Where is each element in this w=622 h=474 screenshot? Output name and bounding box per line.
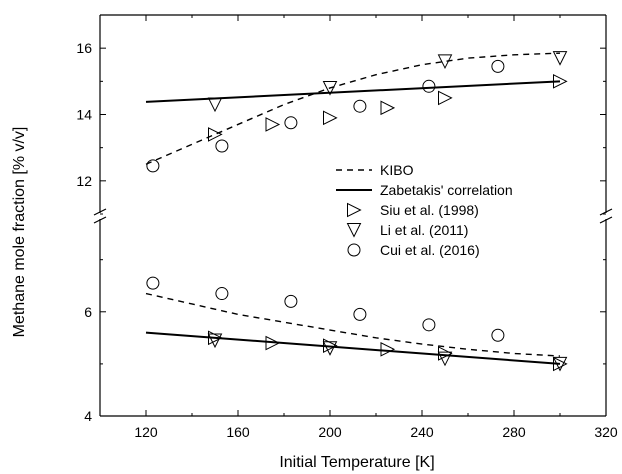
legend-label: Zabetakis' correlation (380, 182, 513, 198)
legend-swatch-marker (347, 243, 361, 257)
li-et-al-2011-point-upper (322, 80, 338, 96)
legend-label: Li et al. (2011) (380, 222, 468, 238)
siu-et-al-1998-point-upper (380, 100, 396, 116)
legend-swatch-marker (347, 202, 362, 218)
x-tick-label: 280 (502, 424, 526, 440)
siu-et-al-1998-point-lower (208, 330, 223, 346)
axis-break-right (599, 216, 613, 224)
legend-label: Cui et al. (2016) (380, 242, 480, 258)
axis-break-left (93, 208, 107, 216)
siu-et-al-1998-point-upper (553, 74, 568, 89)
plot-area: 120 160 200 240 280 320 12 14 16 4 6 (76, 14, 618, 440)
legend-entry: Cui et al. (2016) (347, 242, 480, 258)
cui-et-al-2016-point-upper (146, 159, 160, 173)
y-tick-label: 6 (84, 304, 92, 320)
x-tick-label: 200 (318, 424, 342, 440)
li-et-al-2011-point-upper (207, 97, 223, 113)
cui-et-al-2016-point-lower (146, 276, 160, 290)
cui-et-al-2016-point-lower (215, 287, 229, 301)
axis-break-right (599, 208, 613, 216)
legend-label: KIBO (380, 162, 414, 178)
legend-entry: Siu et al. (1998) (347, 202, 479, 218)
legend-entry: Zabetakis' correlation (336, 182, 513, 198)
cui-et-al-2016-point-lower (422, 318, 436, 332)
legend-entry: KIBO (336, 162, 414, 178)
cui-et-al-2016-point-upper (422, 79, 436, 93)
kibo-line-lower (145, 292, 561, 357)
li-et-al-2011-point-upper (552, 51, 568, 66)
y-axis-title: Methane mole fraction [% v/v] (11, 127, 28, 338)
siu-et-al-1998-point-lower (380, 341, 396, 357)
axis-break-left (93, 216, 107, 224)
siu-et-al-1998-point-lower (265, 335, 281, 351)
x-axis-title: Initial Temperature [K] (279, 454, 434, 471)
legend: KIBO Zabetakis' correlation Siu et al. (19… (336, 162, 513, 258)
y-tick-label: 14 (76, 107, 92, 123)
cui-et-al-2016-point-upper (284, 116, 298, 130)
cui-et-al-2016-point-upper (491, 59, 505, 73)
li-et-al-2011-point-lower (322, 341, 338, 356)
zabetakis-correlation-line-lower (145, 331, 561, 365)
cui-et-al-2016-point-upper (353, 99, 367, 113)
cui-et-al-2016-point-lower (491, 328, 505, 342)
x-tick-label: 160 (226, 424, 250, 440)
legend-swatch-marker (346, 223, 362, 238)
y-tick-label: 4 (84, 408, 92, 424)
x-tick-label: 240 (410, 424, 434, 440)
siu-et-al-1998-point-lower (553, 356, 568, 372)
siu-et-al-1998-point-upper (438, 90, 453, 106)
siu-et-al-1998-point-upper (265, 117, 281, 132)
siu-et-al-1998-point-lower (323, 338, 338, 353)
y-tick-label: 16 (76, 40, 92, 56)
y-tick-label: 12 (76, 173, 92, 189)
siu-et-al-1998-point-lower (438, 346, 453, 361)
cui-et-al-2016-point-upper (215, 139, 229, 153)
li-et-al-2011-point-lower (437, 351, 453, 367)
legend-entry: Li et al. (2011) (346, 222, 468, 238)
x-tick-label: 120 (134, 424, 158, 440)
li-et-al-2011-point-upper (437, 54, 453, 70)
siu-et-al-1998-point-upper (323, 110, 338, 126)
kibo-line-upper (145, 52, 561, 165)
li-et-al-2011-point-lower (207, 333, 223, 349)
cui-et-al-2016-point-lower (353, 307, 367, 321)
siu-et-al-1998-point-upper (208, 127, 223, 142)
cui-et-al-2016-point-lower (284, 294, 298, 308)
li-et-al-2011-point-lower (552, 356, 568, 372)
x-tick-label: 320 (594, 424, 618, 440)
legend-label: Siu et al. (1998) (380, 202, 479, 218)
